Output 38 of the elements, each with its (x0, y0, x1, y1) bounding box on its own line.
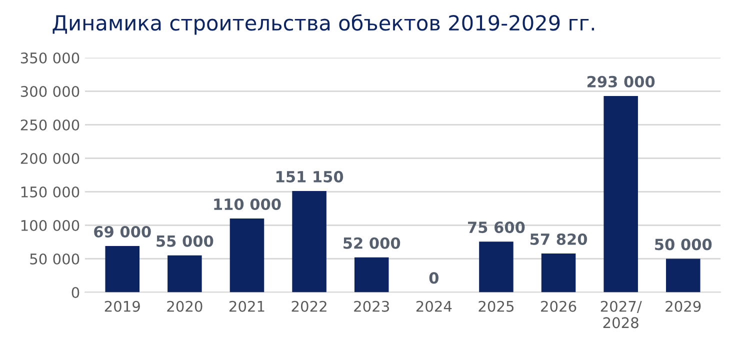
data-label: 75 600 (468, 222, 525, 234)
bar (479, 242, 514, 292)
y-tick-label: 100 000 (21, 220, 80, 231)
bar (541, 254, 576, 292)
x-tick-label: 2019 (104, 300, 140, 312)
x-tick-label: 2020 (167, 300, 202, 312)
bar (230, 218, 264, 292)
y-tick-label: 300 000 (20, 86, 80, 97)
y-tick-label: 150 000 (21, 186, 80, 198)
data-label: 50 000 (655, 238, 712, 250)
data-label: 293 000 (587, 76, 655, 88)
x-tick-label: 2023 (354, 300, 389, 312)
data-label: 52 000 (344, 237, 400, 249)
data-label: 57 820 (530, 233, 588, 245)
bar (292, 190, 326, 292)
x-tick-label: 2029 (666, 300, 701, 312)
y-tick-label: 0 (72, 286, 80, 298)
bar (666, 258, 700, 292)
data-label: 151 150 (276, 170, 344, 182)
x-tick-label: 2024 (416, 300, 452, 312)
x-tick-label: 2022 (292, 300, 326, 312)
y-tick-label: 350 000 (20, 52, 80, 64)
y-tick-label: 50 000 (30, 253, 80, 264)
x-tick-label: 2025 (478, 300, 514, 312)
data-label: 55 000 (156, 235, 214, 247)
chart-title: Динамика строительства объектов 2019-2029 гг. (52, 14, 594, 35)
bar (604, 96, 638, 292)
data-label: 110 000 (214, 198, 281, 210)
data-label: 69 000 (94, 226, 151, 238)
bar (354, 257, 389, 292)
x-tick-label: 2027/ 2028 (600, 300, 642, 328)
y-tick-label: 250 000 (20, 119, 80, 130)
x-tick-label: 2021 (229, 300, 264, 312)
bar (168, 255, 202, 292)
y-tick-label: 200 000 (20, 152, 80, 164)
data-label: 0 (429, 272, 438, 284)
bar (105, 246, 140, 292)
x-tick-label: 2026 (541, 300, 576, 312)
